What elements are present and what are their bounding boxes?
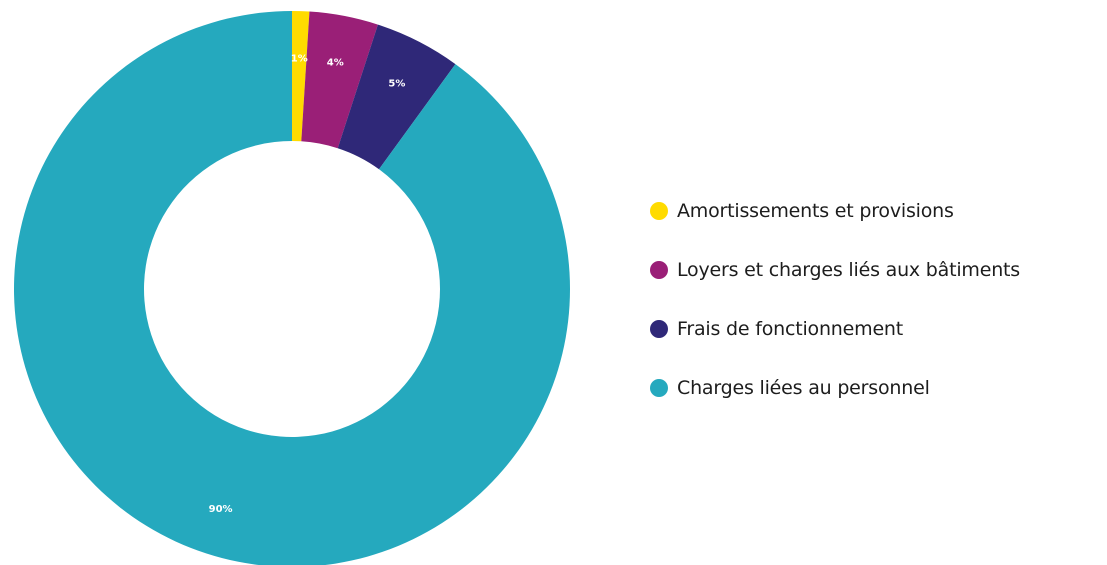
legend-item-personnel: Charges liées au personnel (650, 373, 1100, 402)
legend-label-frais: Frais de fonctionnement (677, 317, 904, 340)
donut-slice-3 (14, 11, 570, 565)
donut-slice-0 (292, 11, 310, 142)
donut-slice-label-2: 5% (388, 79, 405, 90)
legend-item-amortissements: Amortissements et provisions (650, 196, 1100, 225)
legend-item-loyers: Loyers et charges liés aux bâtiments (650, 255, 1100, 284)
donut-slice-2 (337, 24, 456, 170)
donut-slice-label-0: 1% (291, 54, 308, 65)
donut-slice-1 (301, 11, 378, 149)
donut-chart: 1% 4% 5% 90% (14, 11, 570, 565)
legend-swatch-loyers (650, 260, 668, 279)
legend-label-personnel: Charges liées au personnel (677, 376, 930, 399)
legend-swatch-personnel (650, 378, 668, 397)
legend-swatch-amortissements (650, 201, 668, 220)
legend-label-loyers: Loyers et charges liés aux bâtiments (677, 258, 1021, 281)
donut-slice-labels: 1% 4% 5% 90% (209, 54, 406, 516)
donut-slice-label-3: 90% (209, 504, 233, 515)
donut-slice-label-1: 4% (327, 58, 344, 69)
legend-swatch-frais (650, 319, 668, 338)
legend-item-frais: Frais de fonctionnement (650, 314, 1100, 343)
donut-slices (14, 11, 570, 565)
chart-legend: Amortissements et provisions Loyers et c… (650, 196, 1100, 432)
legend-label-amortissements: Amortissements et provisions (677, 199, 954, 222)
